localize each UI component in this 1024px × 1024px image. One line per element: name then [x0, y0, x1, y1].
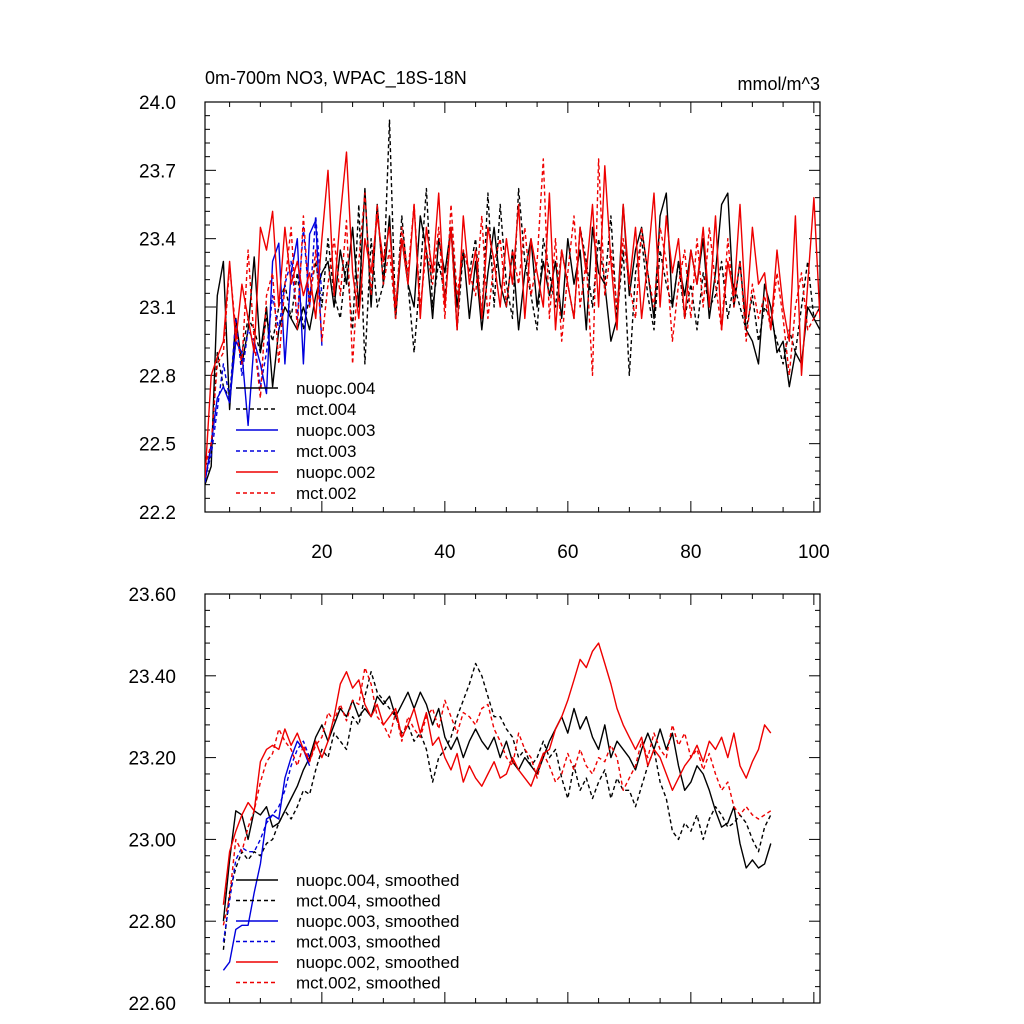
- x-tick-label: 40: [434, 542, 455, 563]
- x-tick-label: 20: [311, 542, 332, 563]
- y-tick-label: 23.20: [128, 749, 176, 770]
- chart-title: 0m-700m NO3, WPAC_18S-18N: [205, 68, 467, 89]
- x-tick-label: 60: [557, 542, 578, 563]
- chart-units: mmol/m^3: [738, 74, 820, 94]
- legend-label-nuopc-003: nuopc.003: [296, 421, 375, 440]
- plot-frame: [204, 593, 821, 1004]
- top-panel: 22.2 22.5 22.8 23.1 23.4 23.7 24.0 20 40 60 80 100 0…: [139, 68, 830, 563]
- legend-label-nuopc-004: nuopc.004: [296, 379, 375, 398]
- y-tick-label: 23.40: [128, 667, 176, 688]
- legend-label-mct-004: mct.004: [296, 400, 356, 419]
- series-line-mct-004: [205, 119, 820, 467]
- series-line-nuopc-002-smoothed: [222, 642, 772, 905]
- legend-label-mct-003-smoothed: mct.003, smoothed: [296, 933, 441, 952]
- series-line-nuopc-004: [205, 187, 820, 485]
- y-tick-label: 23.4: [139, 230, 176, 251]
- legend-label-mct-003: mct.003: [296, 442, 356, 461]
- y-tick-label: 22.80: [128, 912, 176, 933]
- y-tick-label: 24.0: [139, 93, 176, 114]
- y-tick-label: 22.60: [128, 994, 176, 1015]
- series-line-nuopc-003: [205, 219, 323, 483]
- legend-label-mct-004-smoothed: mct.004, smoothed: [296, 892, 441, 911]
- series-line-mct-002-smoothed: [222, 666, 772, 926]
- series-line-nuopc-004-smoothed: [222, 691, 772, 922]
- y-tick-label: 23.60: [128, 585, 176, 606]
- y-tick-label: 23.7: [139, 161, 176, 182]
- legend-label-nuopc-003-smoothed: nuopc.003, smoothed: [296, 912, 460, 931]
- legend-label-mct-002: mct.002: [296, 484, 356, 503]
- bottom-panel: 22.60 22.80 23.00 23.20 23.40 23.60 nuopc.004,…: [128, 585, 821, 1015]
- legend-label-nuopc-004-smoothed: nuopc.004, smoothed: [296, 871, 460, 890]
- y-tick-label: 22.2: [139, 503, 176, 524]
- legend-label-nuopc-002-smoothed: nuopc.002, smoothed: [296, 953, 460, 972]
- legend-label-nuopc-002: nuopc.002: [296, 463, 375, 482]
- x-tick-label: 100: [798, 542, 830, 563]
- y-tick-label: 23.00: [128, 830, 176, 851]
- series-line-mct-003-smoothed: [222, 740, 311, 942]
- series-line-nuopc-003-smoothed: [222, 740, 311, 971]
- x-tick-label: 80: [680, 542, 701, 563]
- series-layer: [205, 119, 820, 485]
- series-layer: [222, 642, 772, 971]
- y-tick-label: 23.1: [139, 298, 176, 319]
- legend-label-mct-002-smoothed: mct.002, smoothed: [296, 974, 441, 993]
- y-tick-label: 22.8: [139, 366, 176, 387]
- y-tick-label: 22.5: [139, 435, 176, 456]
